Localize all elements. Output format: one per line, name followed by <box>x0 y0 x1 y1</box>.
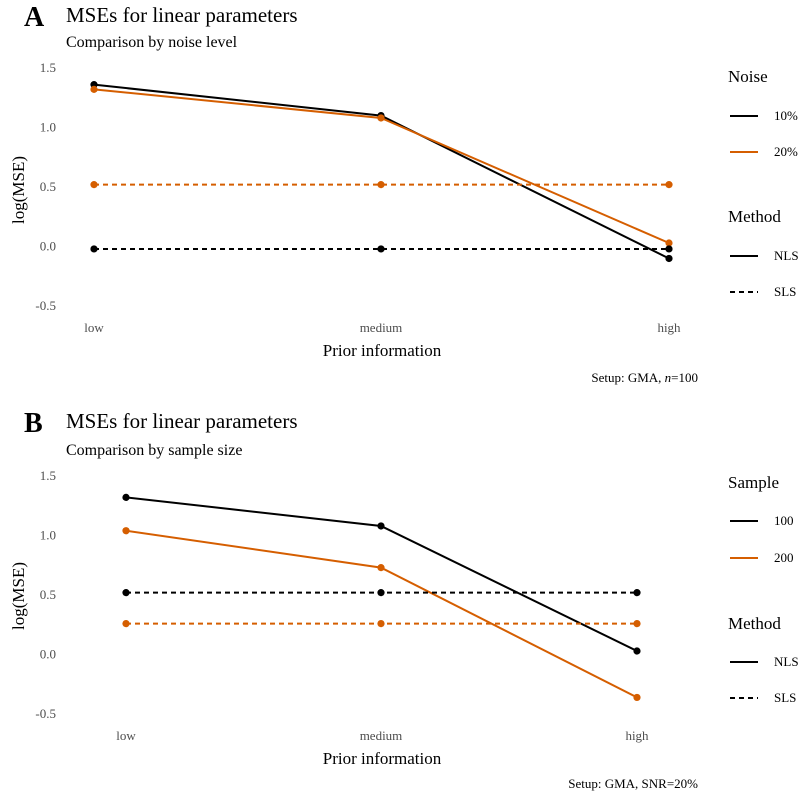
chart-subtitle: Comparison by sample size <box>66 442 242 459</box>
x-tick-label: high <box>625 728 649 743</box>
y-tick-label: 0.5 <box>40 587 56 602</box>
data-point <box>90 181 98 189</box>
legend-title: Method <box>728 207 781 226</box>
legend-label: 100 <box>774 513 794 528</box>
legend-title: Method <box>728 614 781 633</box>
data-point <box>90 85 98 93</box>
data-point <box>377 620 385 628</box>
x-tick-label: medium <box>360 728 403 743</box>
y-tick-label: 0.0 <box>40 239 56 254</box>
caption-italic: n <box>665 370 672 385</box>
legend-label: 10% <box>774 108 798 123</box>
data-point <box>377 181 385 189</box>
y-tick-label: 1.0 <box>40 527 56 542</box>
x-tick-label: high <box>657 320 681 335</box>
legend-label: 20% <box>774 144 798 159</box>
chart-title: MSEs for linear parameters <box>66 409 298 433</box>
data-point <box>122 620 130 628</box>
x-tick-label: low <box>116 728 136 743</box>
y-tick-label: 0.5 <box>40 179 56 194</box>
y-tick-label: -0.5 <box>35 298 56 313</box>
caption-text: Setup: GMA, SNR=20% <box>568 776 698 791</box>
data-point <box>377 522 385 530</box>
data-point <box>122 589 130 597</box>
y-axis-label: log(MSE) <box>9 156 28 224</box>
data-point <box>665 239 673 247</box>
legend-label: SLS <box>774 690 796 705</box>
chart-subtitle: Comparison by noise level <box>66 34 238 51</box>
chart-caption: Setup: GMA, n=100 <box>591 370 698 385</box>
y-tick-label: -0.5 <box>35 706 56 721</box>
data-point <box>377 589 385 597</box>
data-point <box>122 527 130 535</box>
data-point <box>665 245 673 253</box>
legend-label: 200 <box>774 550 794 565</box>
data-point <box>633 647 641 655</box>
data-point <box>633 620 641 628</box>
series-line <box>93 83 670 260</box>
x-tick-label: medium <box>360 320 403 335</box>
data-point <box>122 493 130 501</box>
caption-text: Setup: GMA, <box>591 370 664 385</box>
data-point <box>665 181 673 189</box>
x-axis-label: Prior information <box>323 749 442 768</box>
y-tick-label: 1.5 <box>40 468 56 483</box>
x-axis-label: Prior information <box>323 341 442 360</box>
chart-caption: Setup: GMA, SNR=20% <box>568 776 698 791</box>
chart-title: MSEs for linear parameters <box>66 3 298 27</box>
data-point <box>377 245 385 253</box>
legend-label: NLS <box>774 654 799 669</box>
y-tick-label: 1.5 <box>40 60 56 75</box>
x-tick-label: low <box>84 320 104 335</box>
caption-text: =100 <box>671 370 698 385</box>
y-tick-label: 0.0 <box>40 647 56 662</box>
y-axis-label: log(MSE) <box>9 562 28 630</box>
data-point <box>633 589 641 597</box>
data-point <box>90 245 98 253</box>
panel-letter: A <box>24 2 45 33</box>
data-point <box>665 254 673 263</box>
legend-label: NLS <box>774 248 799 263</box>
data-point <box>633 693 641 702</box>
data-point <box>377 564 385 572</box>
series-line <box>125 496 638 652</box>
legend-label: SLS <box>774 284 796 299</box>
legend-title: Sample <box>728 473 779 492</box>
legend-title: Noise <box>728 67 768 86</box>
panel-letter: B <box>24 408 43 439</box>
y-tick-label: 1.0 <box>40 119 56 134</box>
data-point <box>377 114 385 122</box>
